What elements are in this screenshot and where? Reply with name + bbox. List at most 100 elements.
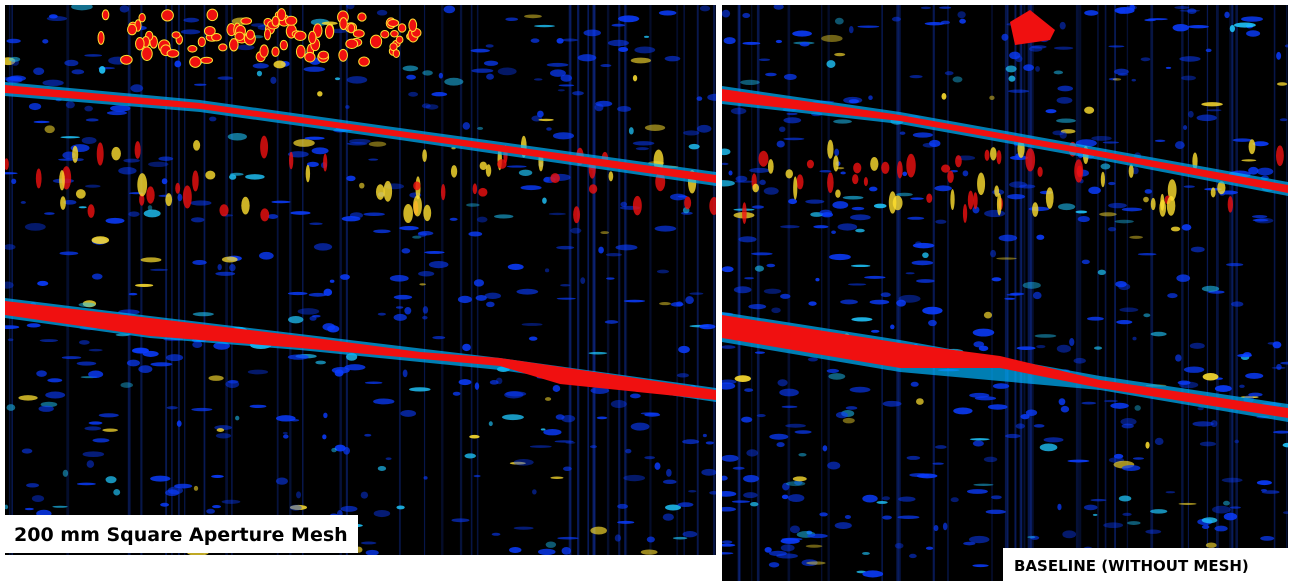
- speckle: [547, 63, 569, 67]
- speckle: [852, 207, 865, 210]
- speckle: [857, 25, 879, 27]
- speckle: [827, 369, 839, 373]
- speckle: [422, 70, 433, 75]
- streak: [289, 5, 291, 555]
- speckle: [111, 147, 121, 160]
- speckle: [1143, 313, 1150, 317]
- speckle: [441, 184, 445, 200]
- streak: [441, 5, 443, 555]
- speckle: [786, 481, 805, 486]
- clutter-dot: [353, 30, 364, 38]
- streak: [788, 5, 791, 581]
- speckle: [644, 456, 655, 459]
- speckle: [957, 11, 965, 18]
- speckle: [906, 154, 915, 178]
- speckle: [953, 76, 963, 82]
- speckle: [335, 77, 340, 80]
- speckle: [524, 14, 542, 18]
- speckle: [1141, 57, 1151, 61]
- speckle: [505, 17, 518, 21]
- streak: [1286, 5, 1287, 581]
- speckle: [969, 393, 989, 398]
- speckle: [394, 314, 407, 321]
- speckle: [851, 317, 872, 321]
- speckle: [766, 264, 775, 268]
- speckle: [1057, 86, 1073, 92]
- speckle: [40, 339, 58, 342]
- streak: [676, 5, 678, 555]
- speckle: [608, 40, 629, 46]
- speckle: [689, 292, 703, 294]
- streak: [1229, 5, 1230, 581]
- clutter-dot: [294, 31, 306, 40]
- speckle: [36, 168, 42, 188]
- speckle: [849, 26, 854, 33]
- speckle: [545, 268, 549, 272]
- speckle: [3, 77, 20, 81]
- speckle: [714, 552, 733, 554]
- speckle: [623, 475, 645, 481]
- speckle: [386, 457, 392, 460]
- speckle: [845, 515, 851, 519]
- speckle: [516, 289, 538, 295]
- speckle: [1093, 514, 1098, 516]
- speckle: [127, 360, 140, 367]
- speckle: [833, 155, 839, 171]
- speckle: [934, 185, 951, 191]
- speckle: [840, 172, 846, 175]
- speckle: [137, 173, 147, 196]
- speckle: [60, 136, 80, 138]
- panel-label: BASELINE (WITHOUT MESH): [1014, 557, 1249, 575]
- speckle: [953, 407, 972, 414]
- speckle: [915, 241, 922, 245]
- speckle: [150, 362, 172, 366]
- speckle: [1129, 164, 1134, 178]
- speckle: [1215, 385, 1232, 392]
- speckle: [781, 544, 795, 551]
- streak: [1188, 5, 1189, 581]
- speckle: [605, 320, 618, 324]
- speckle: [47, 378, 62, 382]
- speckle: [1029, 207, 1050, 211]
- speckle: [1057, 345, 1071, 353]
- speckle: [719, 148, 731, 155]
- speckle: [900, 131, 906, 134]
- speckle: [1206, 542, 1217, 547]
- speckle: [330, 280, 335, 283]
- speckle: [819, 210, 832, 216]
- speckle: [997, 150, 1002, 164]
- speckle: [843, 196, 864, 200]
- speckle: [827, 140, 833, 159]
- speckle: [514, 527, 534, 530]
- speckle: [18, 395, 37, 400]
- speckle: [597, 416, 608, 419]
- speckle: [805, 199, 824, 203]
- speckle: [583, 29, 601, 36]
- speckle: [181, 29, 200, 34]
- clutter-dot: [340, 18, 348, 30]
- speckle: [939, 7, 951, 9]
- speckle: [532, 489, 537, 494]
- speckle: [559, 84, 575, 86]
- speckle: [1007, 194, 1025, 199]
- speckle: [1200, 442, 1216, 447]
- streak: [424, 5, 425, 555]
- speckle: [1015, 55, 1022, 62]
- speckle: [374, 510, 390, 517]
- clutter-dot: [296, 45, 305, 58]
- speckle: [843, 418, 855, 423]
- speckle: [685, 296, 694, 304]
- speckle: [678, 346, 690, 353]
- speckle: [29, 103, 41, 110]
- speckle: [1110, 403, 1128, 409]
- speckle: [743, 492, 757, 498]
- speckle: [1223, 501, 1230, 506]
- speckle: [909, 473, 929, 477]
- speckle: [1122, 465, 1141, 471]
- streak: [471, 5, 473, 555]
- speckle: [509, 547, 521, 553]
- speckle: [1179, 503, 1197, 505]
- speckle: [557, 38, 564, 44]
- speckle: [670, 194, 686, 201]
- streak: [618, 5, 620, 555]
